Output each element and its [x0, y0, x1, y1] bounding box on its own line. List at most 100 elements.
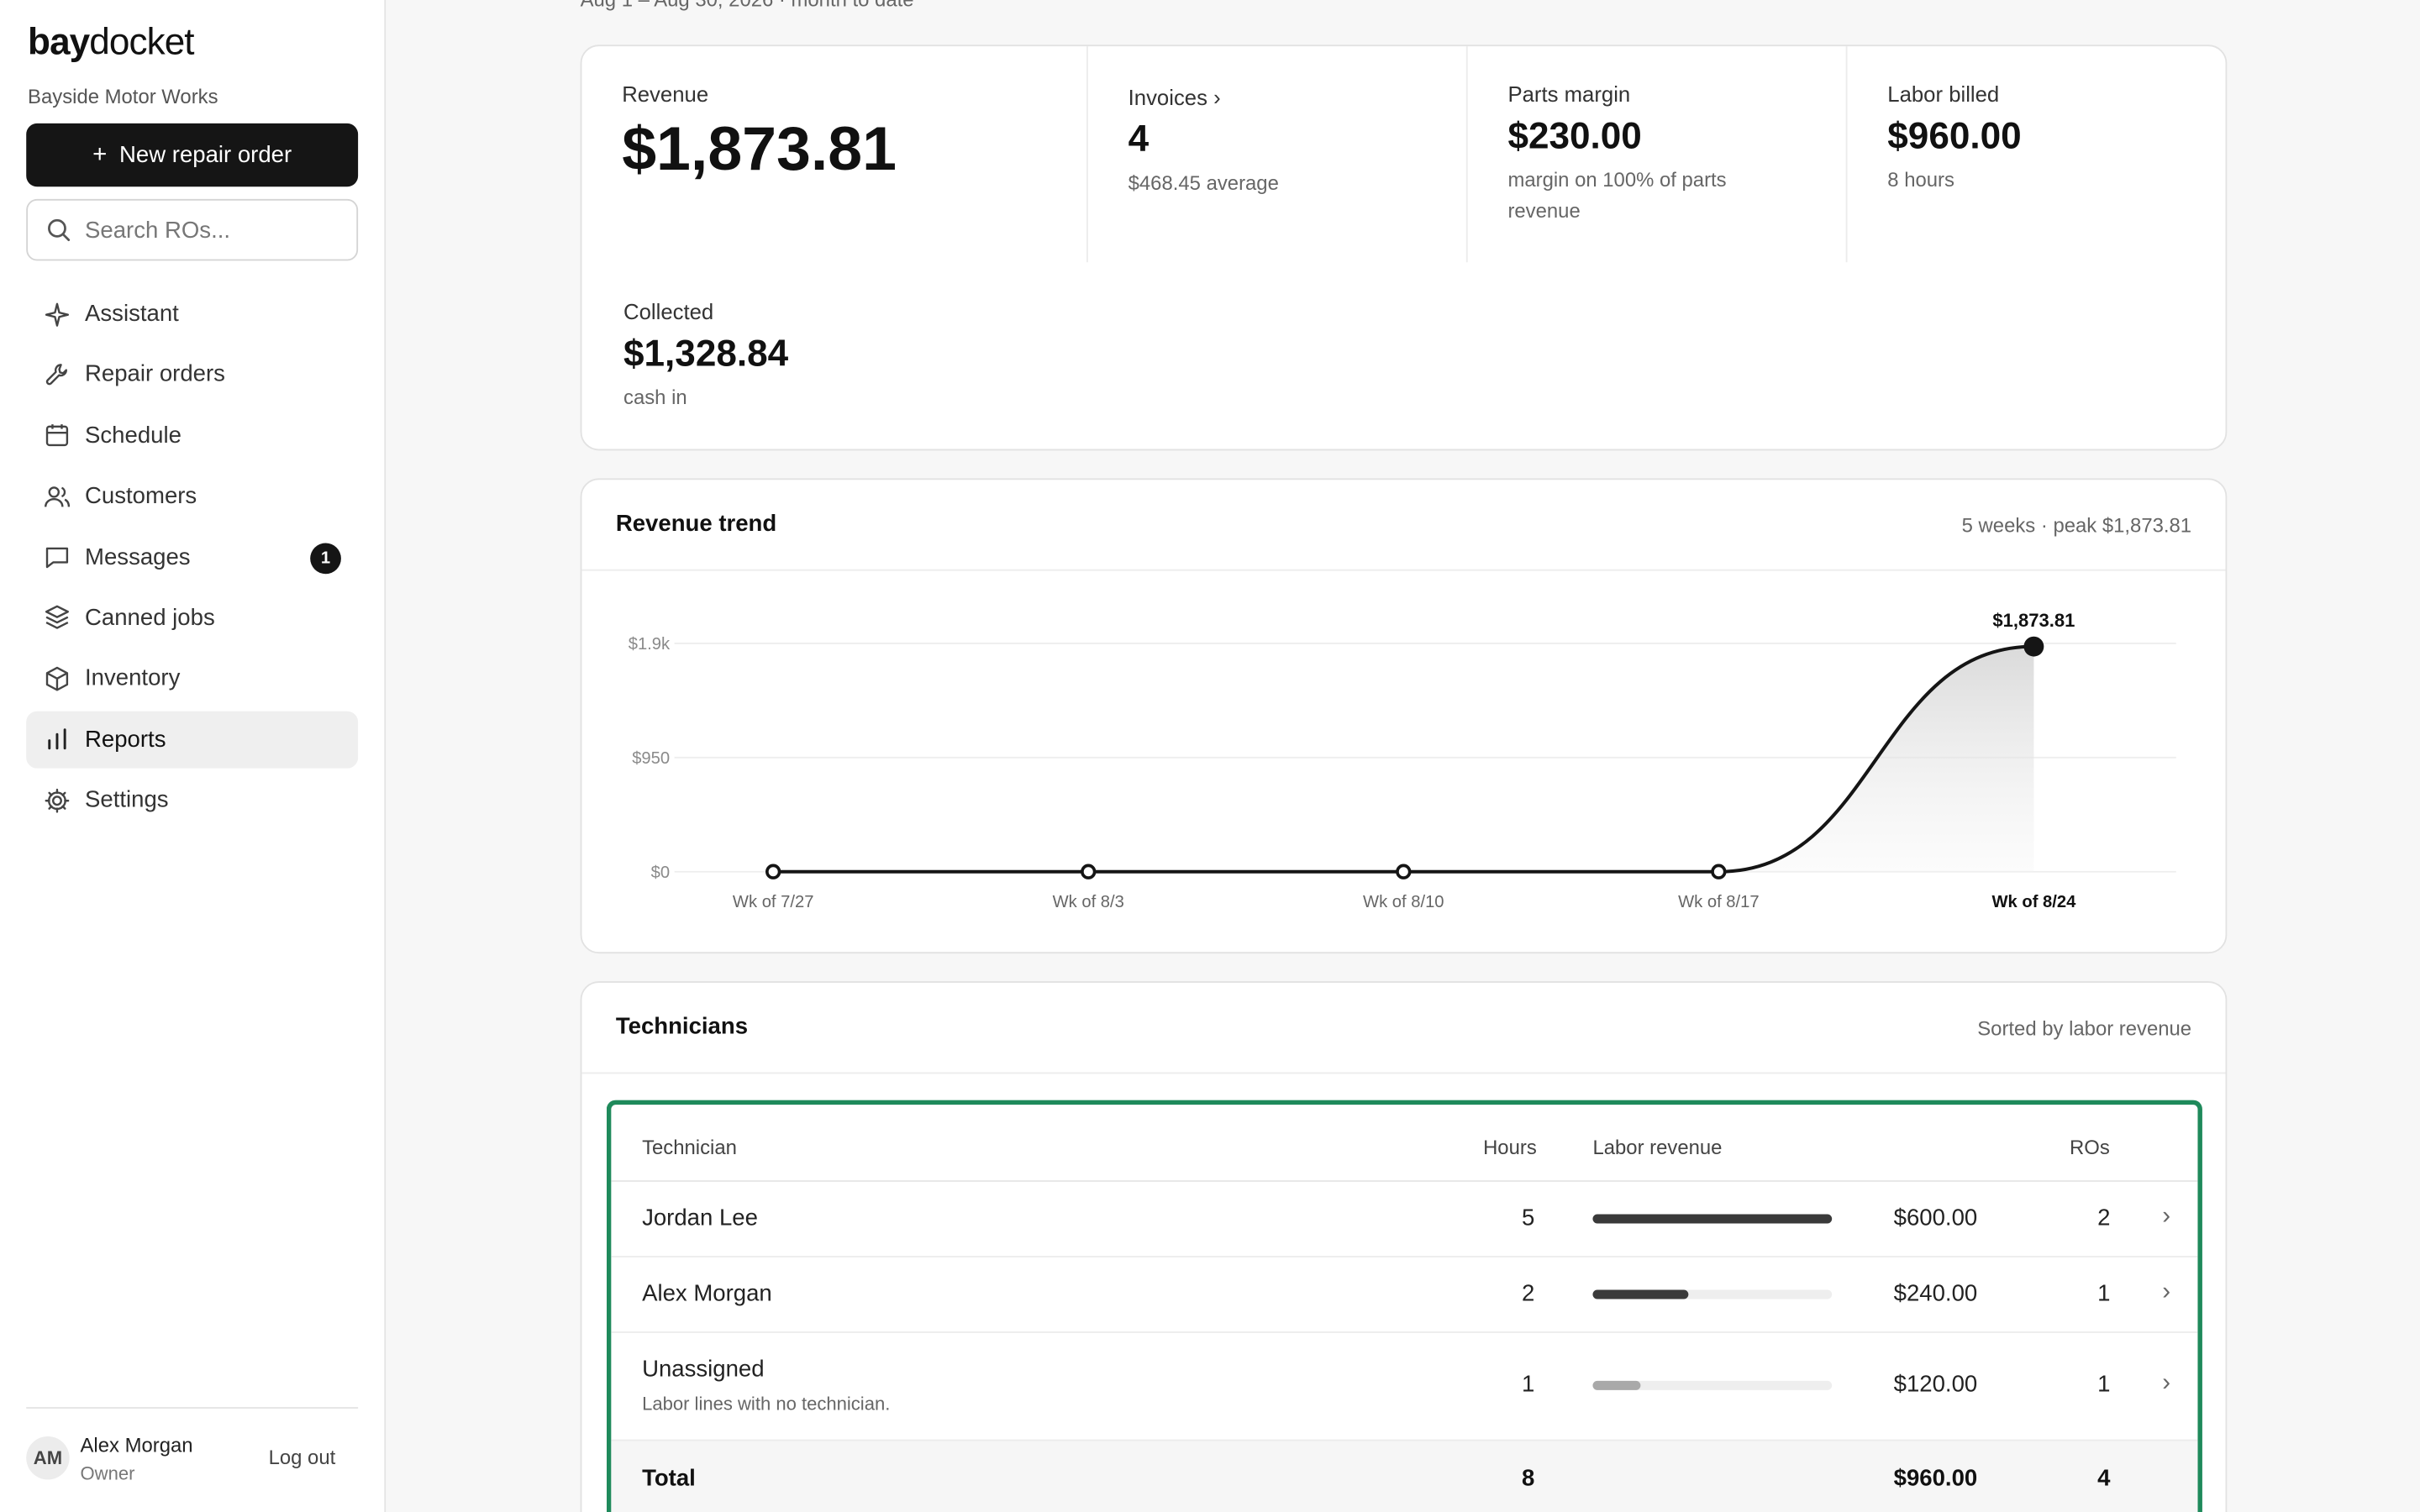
user-footer: AM Alex Morgan Owner Log out	[26, 1407, 359, 1484]
x-tick-label: Wk of 8/24	[1991, 893, 2076, 911]
labor-share-fill	[1592, 1380, 1641, 1390]
kpi-sub: margin on 100% of parts revenue	[1507, 168, 1727, 223]
kpi-invoices[interactable]: Invoices › 4 $468.45 average	[1128, 85, 1437, 199]
y-tick-label: $950	[632, 749, 670, 768]
search-box[interactable]	[26, 198, 359, 261]
x-tick-label: Wk of 8/3	[1053, 893, 1124, 911]
sparkle-icon	[45, 302, 70, 326]
wrench-icon	[45, 363, 67, 386]
technicians-table: Technician Hours Labor revenue ROs Jorda…	[606, 1100, 2202, 1512]
avatar: AM	[26, 1436, 70, 1480]
total-hours: 8	[1521, 1465, 1535, 1493]
shop-name: Bayside Motor Works	[28, 85, 218, 108]
technicians-card: Technicians Sorted by labor revenue Tech…	[580, 981, 2228, 1512]
x-tick-label: Wk of 8/10	[1363, 893, 1444, 911]
table-header: Technician Hours Labor revenue ROs	[611, 1105, 2198, 1182]
y-tick-label: $1.9k	[629, 635, 671, 654]
chevron-right-icon[interactable]: ›	[2162, 1203, 2171, 1230]
tech-ros: 1	[2097, 1280, 2111, 1307]
kpi-label: Collected	[623, 299, 714, 324]
kpi-sub: 8 hours	[1887, 168, 1954, 192]
kpi-parts-margin: Parts margin $230.00 margin on 100% of p…	[1507, 81, 1793, 227]
box-icon	[45, 666, 69, 691]
bar-chart-icon	[48, 728, 66, 750]
labor-share-bar	[1592, 1289, 1833, 1299]
brand-logo[interactable]: baydocket	[28, 21, 195, 64]
tech-labor-revenue: $120.00	[1893, 1371, 1978, 1399]
data-point	[1711, 864, 1727, 879]
tech-hours: 1	[1521, 1371, 1535, 1399]
data-point	[2023, 636, 2044, 657]
column-ros[interactable]: ROs	[2070, 1135, 2110, 1159]
kpi-value: 4	[1128, 118, 1150, 161]
card-meta: Sorted by labor revenue	[1977, 1016, 2192, 1040]
tech-name: Unassigned	[642, 1356, 765, 1383]
new-repair-order-button[interactable]: + New repair order	[26, 123, 359, 187]
plus-icon: +	[92, 141, 108, 168]
card-meta: 5 weeks · peak $1,873.81	[1961, 513, 2192, 538]
divider	[1086, 46, 1088, 263]
labor-share-fill	[1592, 1214, 1833, 1224]
sidebar-item-label: Assistant	[85, 301, 179, 328]
column-labor-revenue[interactable]: Labor revenue	[1592, 1135, 1723, 1159]
card-header: Revenue trend 5 weeks · peak $1,873.81	[581, 480, 2226, 571]
unread-badge: 1	[310, 542, 341, 574]
message-icon	[45, 547, 69, 569]
labor-share-bar	[1592, 1214, 1833, 1224]
sidebar-item-label: Canned jobs	[85, 604, 215, 632]
sidebar-item-assistant[interactable]: Assistant	[26, 286, 358, 343]
divider	[1845, 46, 1848, 263]
kpi-label: Labor billed	[1887, 81, 2000, 107]
kpi-sub: $468.45 average	[1128, 171, 1279, 195]
tech-labor-revenue: $600.00	[1893, 1205, 1978, 1231]
kpi-value: $1,328.84	[623, 333, 789, 375]
data-point	[1081, 864, 1097, 879]
sidebar-item-inventory[interactable]: Inventory	[26, 650, 358, 707]
layers-icon	[45, 606, 70, 630]
labor-share-bar	[1592, 1380, 1833, 1390]
tech-labor-revenue: $240.00	[1893, 1280, 1978, 1307]
table-row[interactable]: Alex Morgan 2 $240.00 1 ›	[611, 1257, 2198, 1333]
sidebar-item-label: Customers	[85, 483, 197, 510]
search-input[interactable]	[85, 217, 332, 244]
sidebar-item-repair-orders[interactable]: Repair orders	[26, 346, 358, 403]
sidebar-item-canned-jobs[interactable]: Canned jobs	[26, 590, 358, 647]
total-row: Total 8 $960.00 4	[611, 1441, 2198, 1512]
card-title: Technicians	[615, 1013, 749, 1040]
chevron-right-icon[interactable]: ›	[2162, 1278, 2171, 1305]
divider	[1465, 46, 1468, 263]
kpi-value: $960.00	[1887, 115, 2022, 158]
tech-note: Labor lines with no technician.	[642, 1393, 891, 1415]
kpi-value: $230.00	[1507, 115, 1642, 158]
total-label: Total	[642, 1465, 696, 1493]
chevron-right-icon[interactable]: ›	[2162, 1369, 2171, 1397]
table-row[interactable]: Jordan Lee 5 $600.00 2 ›	[611, 1182, 2198, 1257]
revenue-line	[773, 644, 2034, 874]
sidebar-item-settings[interactable]: Settings	[26, 772, 358, 829]
column-hours[interactable]: Hours	[1483, 1135, 1537, 1159]
tech-name: Jordan Lee	[642, 1205, 758, 1231]
kpi-sub: cash in	[623, 386, 687, 409]
sidebar-item-reports[interactable]: Reports	[26, 711, 359, 769]
x-tick-label: Wk of 8/17	[1678, 893, 1759, 911]
table-row[interactable]: Unassigned Labor lines with no technicia…	[611, 1333, 2198, 1441]
sidebar-item-schedule[interactable]: Schedule	[26, 407, 358, 464]
sidebar-item-customers[interactable]: Customers	[26, 468, 358, 525]
revenue-trend-chart: $0 $950 $1.9k $1,873.81 Wk of 7/27 Wk of 8/…	[629, 610, 2176, 911]
x-tick-label: Wk of 7/27	[733, 893, 814, 911]
kpi-value: $1,873.81	[622, 115, 897, 184]
tech-hours: 2	[1521, 1280, 1535, 1307]
tech-name: Alex Morgan	[642, 1280, 772, 1307]
kpi-label: Parts margin	[1507, 81, 1631, 107]
logout-button[interactable]: Log out	[268, 1445, 336, 1469]
kpi-label: Revenue	[622, 81, 709, 107]
tech-hours: 5	[1521, 1205, 1535, 1231]
kpi-labor-billed: Labor billed $960.00 8 hours	[1887, 81, 2196, 196]
revenue-area	[773, 646, 2034, 872]
sidebar-item-messages[interactable]: Messages 1	[26, 528, 358, 585]
data-point	[765, 864, 781, 879]
column-technician[interactable]: Technician	[642, 1135, 737, 1159]
kpi-label[interactable]: Invoices ›	[1128, 85, 1221, 110]
card-title: Revenue trend	[615, 510, 777, 538]
